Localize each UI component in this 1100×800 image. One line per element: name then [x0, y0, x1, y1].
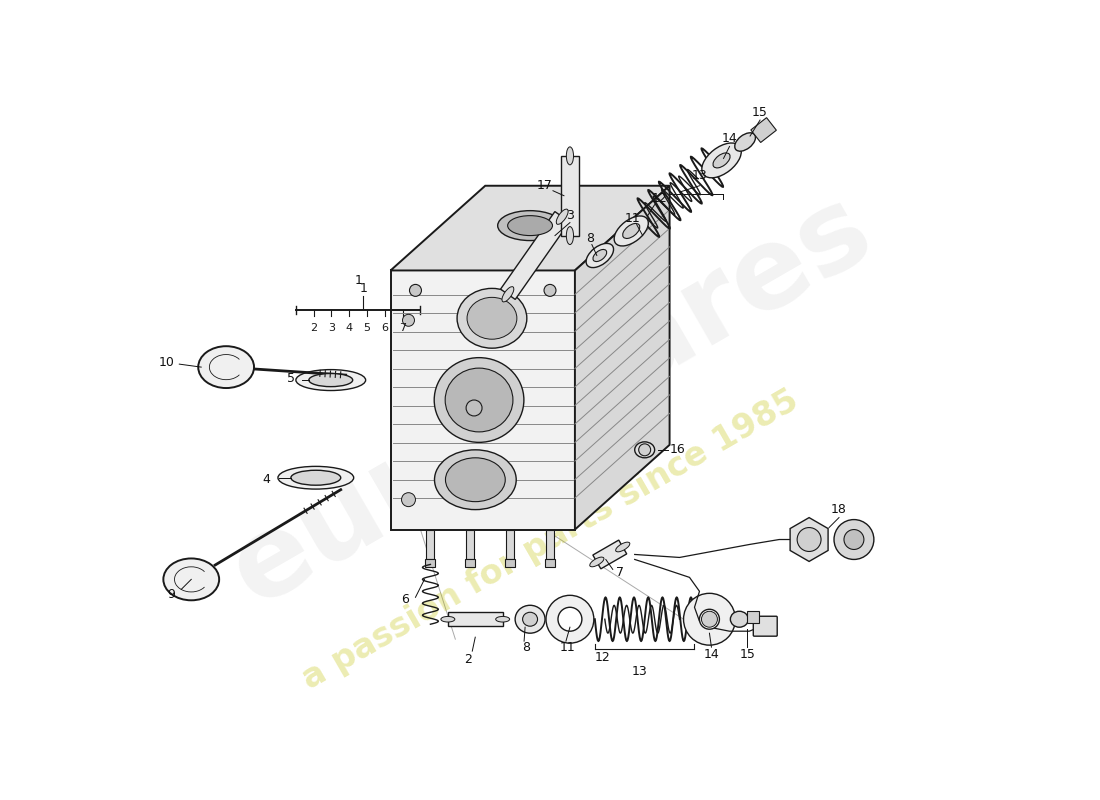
Text: 11: 11 [625, 212, 640, 225]
FancyBboxPatch shape [544, 559, 556, 567]
Polygon shape [448, 612, 503, 626]
Ellipse shape [566, 226, 573, 245]
Text: 4: 4 [262, 474, 270, 486]
Ellipse shape [458, 288, 527, 348]
FancyBboxPatch shape [747, 611, 759, 623]
Text: 15: 15 [752, 106, 768, 118]
Polygon shape [390, 270, 575, 530]
Text: 14: 14 [722, 132, 737, 145]
Ellipse shape [434, 450, 516, 510]
Ellipse shape [623, 223, 640, 238]
Ellipse shape [497, 210, 562, 241]
Ellipse shape [700, 610, 719, 630]
Circle shape [702, 611, 717, 627]
Ellipse shape [278, 466, 354, 489]
Ellipse shape [502, 286, 514, 302]
Text: a passion for parts since 1985: a passion for parts since 1985 [296, 383, 804, 696]
Text: 15: 15 [739, 648, 756, 661]
Circle shape [844, 530, 864, 550]
Ellipse shape [522, 612, 538, 626]
Text: 12: 12 [651, 192, 668, 206]
Ellipse shape [496, 617, 509, 622]
Polygon shape [500, 211, 570, 299]
Ellipse shape [635, 442, 654, 458]
Circle shape [639, 444, 650, 456]
FancyBboxPatch shape [426, 559, 436, 567]
Text: 3: 3 [328, 323, 336, 334]
Ellipse shape [515, 606, 544, 633]
Ellipse shape [616, 542, 630, 552]
Ellipse shape [434, 358, 524, 442]
Ellipse shape [546, 595, 594, 643]
Bar [506, 530, 514, 559]
Ellipse shape [713, 153, 730, 168]
FancyBboxPatch shape [754, 616, 778, 636]
Text: 17: 17 [537, 179, 553, 192]
Ellipse shape [296, 370, 365, 390]
Text: 18: 18 [832, 503, 847, 516]
Ellipse shape [441, 617, 454, 622]
Ellipse shape [163, 558, 219, 600]
Text: 7: 7 [616, 566, 624, 579]
Ellipse shape [468, 298, 517, 339]
Polygon shape [390, 186, 670, 270]
Ellipse shape [309, 374, 353, 386]
Circle shape [403, 314, 415, 326]
Bar [427, 530, 434, 559]
Ellipse shape [446, 368, 513, 432]
Circle shape [402, 493, 416, 506]
Text: 3: 3 [566, 209, 574, 222]
Polygon shape [790, 518, 828, 562]
Polygon shape [751, 118, 777, 142]
Text: 2: 2 [310, 323, 317, 334]
Circle shape [409, 285, 421, 296]
Ellipse shape [446, 458, 505, 502]
Polygon shape [561, 156, 579, 235]
Ellipse shape [614, 216, 648, 246]
Polygon shape [593, 540, 627, 569]
Ellipse shape [290, 470, 341, 486]
Ellipse shape [702, 143, 741, 178]
Ellipse shape [590, 557, 604, 566]
Circle shape [544, 285, 556, 296]
Ellipse shape [198, 346, 254, 388]
Ellipse shape [507, 216, 552, 235]
Ellipse shape [730, 611, 748, 627]
Ellipse shape [683, 594, 736, 645]
Text: 5: 5 [364, 323, 371, 334]
FancyBboxPatch shape [505, 559, 515, 567]
Text: 13: 13 [692, 170, 707, 182]
Text: 6: 6 [382, 323, 388, 334]
Ellipse shape [557, 209, 568, 224]
Ellipse shape [735, 133, 756, 151]
Ellipse shape [566, 147, 573, 165]
Circle shape [798, 527, 821, 551]
Text: 8: 8 [522, 641, 530, 654]
Ellipse shape [586, 243, 614, 267]
Text: 8: 8 [586, 232, 594, 245]
Text: 7: 7 [399, 323, 406, 334]
Ellipse shape [558, 607, 582, 631]
Bar [466, 530, 474, 559]
Text: 10: 10 [158, 356, 174, 369]
Polygon shape [575, 186, 670, 530]
Circle shape [466, 400, 482, 416]
Text: 13: 13 [631, 665, 648, 678]
Text: 12: 12 [595, 650, 610, 664]
Text: 11: 11 [560, 641, 575, 654]
Ellipse shape [593, 250, 607, 262]
Text: 6: 6 [402, 593, 409, 606]
Text: 1: 1 [354, 274, 362, 287]
Text: 2: 2 [464, 653, 472, 666]
Text: 16: 16 [670, 443, 685, 456]
Text: 9: 9 [167, 588, 175, 601]
Circle shape [834, 519, 873, 559]
Text: 1: 1 [360, 282, 367, 295]
Text: 5: 5 [287, 371, 295, 385]
Text: eurospares: eurospares [210, 172, 890, 628]
Bar [546, 530, 554, 559]
FancyBboxPatch shape [465, 559, 475, 567]
Text: 14: 14 [704, 648, 719, 661]
Text: 4: 4 [345, 323, 353, 334]
